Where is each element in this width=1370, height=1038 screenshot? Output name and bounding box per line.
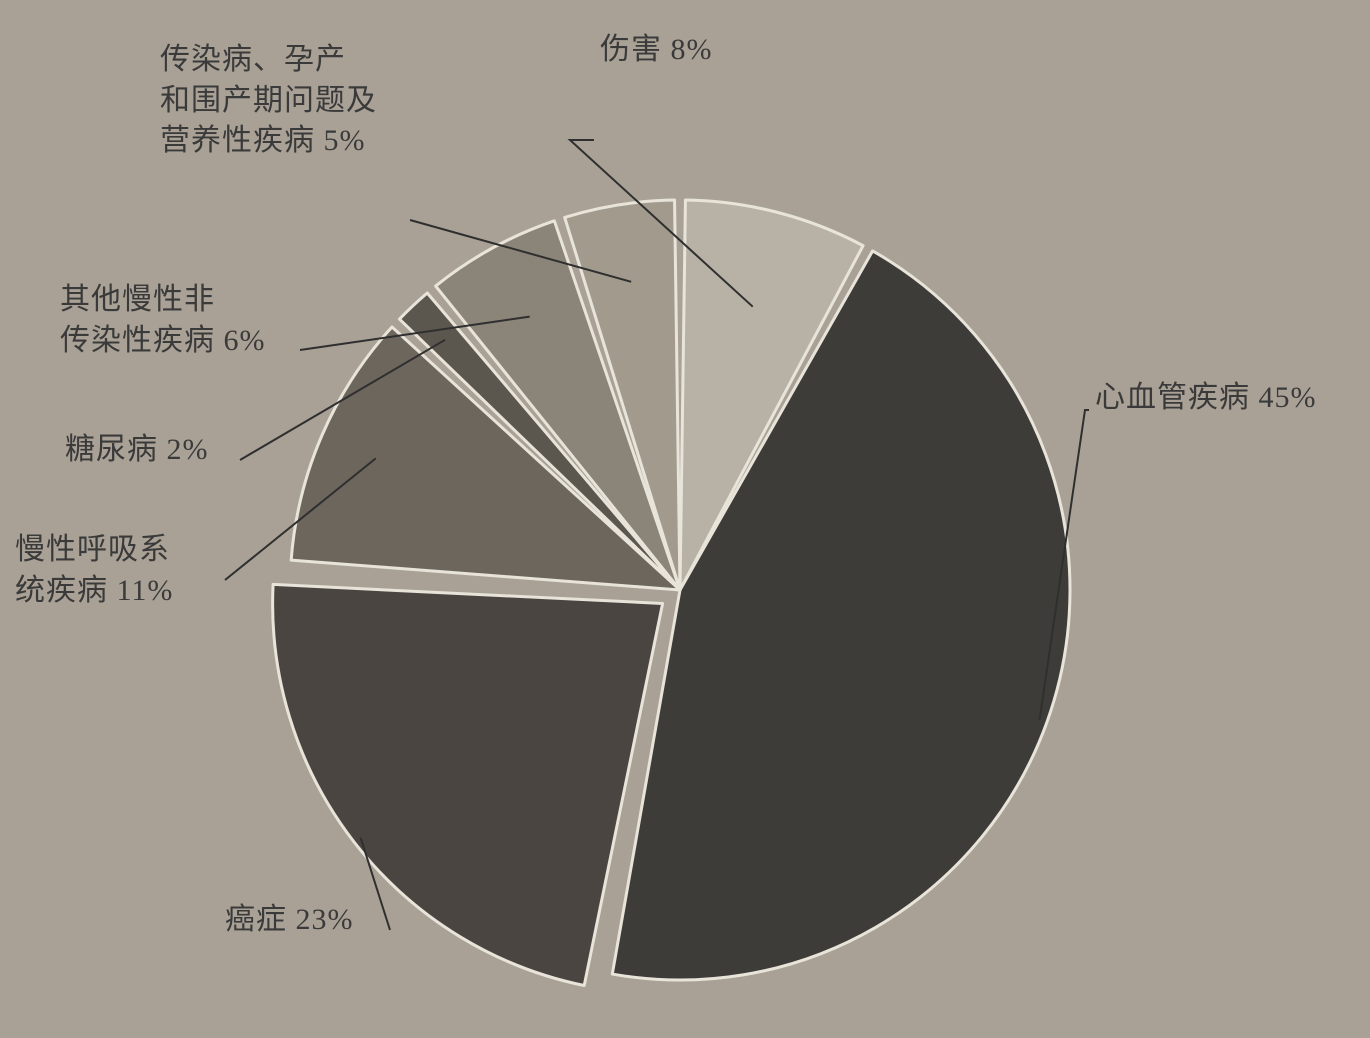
label-respiratory: 慢性呼吸系 统疾病 11%	[15, 530, 173, 611]
label-infectious: 传染病、孕产 和围产期问题及 营养性疾病 5%	[160, 40, 377, 162]
label-cancer: 癌症 23%	[225, 900, 354, 941]
label-cardio: 心血管疾病 45%	[1095, 378, 1317, 419]
label-diabetes: 糖尿病 2%	[65, 430, 209, 471]
label-injury: 伤害 8%	[600, 30, 713, 71]
label-other-ncd: 其他慢性非 传染性疾病 6%	[60, 280, 266, 361]
